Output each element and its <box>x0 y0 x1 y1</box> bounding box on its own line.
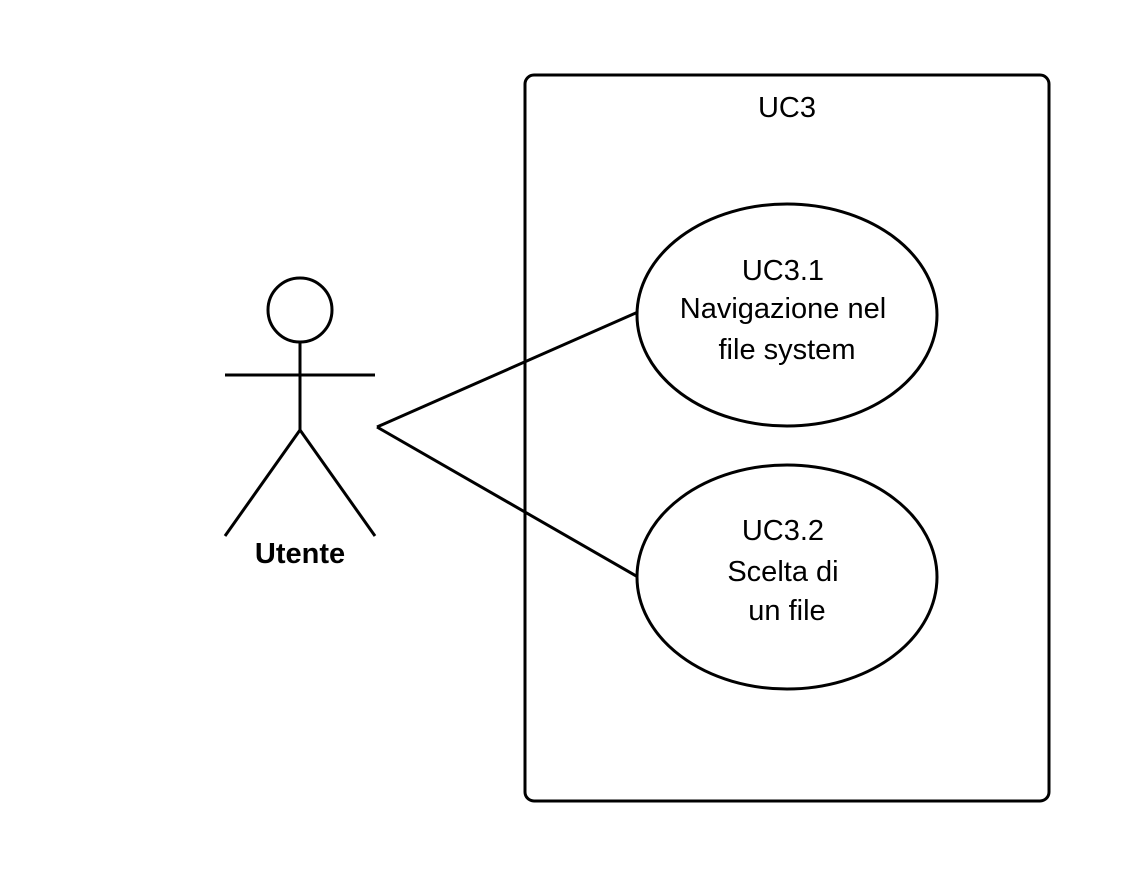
system-boundary <box>523 73 1051 803</box>
use-case-label-line: UC3.1 <box>742 255 824 287</box>
association-line-uc3-1 <box>376 310 639 429</box>
use-case-label: UC3.1 Navigazione nel file system <box>680 255 894 366</box>
actor-utente[interactable]: Utente <box>223 276 377 570</box>
use-case-uc3-1[interactable]: UC3.1 Navigazione nel file system <box>635 202 939 428</box>
use-case-label-line: UC3.2 <box>742 515 824 547</box>
actor-left-leg <box>223 429 302 537</box>
actor-right-leg <box>298 429 377 537</box>
use-case-uc3-2[interactable]: UC3.2 Scelta di un file <box>635 463 939 691</box>
use-case-label-line: file system <box>719 334 856 366</box>
actor-name: Utente <box>255 538 345 570</box>
use-case-label-line: Navigazione nel <box>680 293 886 325</box>
system-title: UC3 <box>758 92 816 124</box>
use-case-label-line: Scelta di <box>727 556 838 588</box>
use-case-ellipse <box>635 202 939 428</box>
actor-head <box>266 276 334 344</box>
use-case-label: UC3.2 Scelta di un file <box>727 515 846 627</box>
use-case-label-line: un file <box>748 595 825 627</box>
association-line-uc3-2 <box>376 425 639 579</box>
use-case-ellipse <box>635 463 939 691</box>
